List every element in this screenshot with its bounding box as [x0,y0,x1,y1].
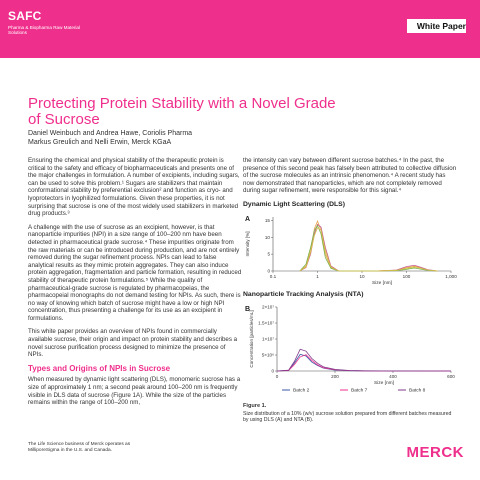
y-tick-label: 1×10⁷ [262,336,274,341]
y-tick-label: 5×10⁶ [262,352,274,357]
author-line-2: Markus Greulich and Nelli Erwin, Merck K… [28,139,172,146]
y-tick-label: 1.5×10⁷ [258,320,274,325]
legend-entry: Batch 7 [351,387,368,393]
safc-logo: SAFC Pharma & Biopharma Raw Material Sol… [8,9,88,35]
y-tick-label: 10 [265,234,271,239]
x-axis-label: Size [nm] [372,280,392,286]
footer-note: The Life Science business of Merck opera… [28,442,131,453]
y-tick-label: 2×10⁷ [262,304,274,309]
series-line [276,348,452,372]
paragraph-overview: This white paper provides an overview of… [28,328,238,359]
figure-caption-label: Figure 1. [243,403,267,410]
legend-entry: Batch 2 [293,387,310,393]
series-line [276,353,452,372]
panel-label: A [245,216,250,223]
right-column: the intensity can vary between different… [243,157,457,424]
series-line [276,353,452,372]
y-tick-label: 15 [265,218,271,223]
x-tick-label: 100 [403,274,411,279]
x-tick-label: 0 [276,374,279,379]
brand-name: SAFC [8,9,42,23]
y-tick-label: 5 [267,251,270,256]
brand-subtitle: Pharma & Biopharma Raw Material Solution… [8,25,80,36]
left-column: Ensuring the chemical and physical stabi… [28,157,242,413]
paragraph-challenge: A challenge with the use of sucrose as a… [28,223,242,322]
x-tick-label: 1,000 [445,274,457,279]
series-line [299,223,438,271]
panel-label: B [245,306,250,313]
x-tick-label: 0.1 [270,274,277,279]
section-heading: Types and Origins of NPIs in Sucrose [28,363,171,373]
x-tick-label: 400 [389,374,397,379]
paragraph-intro: Ensuring the chemical and physical stabi… [28,157,240,218]
x-tick-label: 1 [316,274,319,279]
x-axis-label: Size [nm] [374,380,394,386]
author-line-1: Daniel Weinbuch and Andrea Hawe, Corioli… [28,130,193,137]
x-tick-label: 10 [359,274,365,279]
document-type-label: White Paper [406,19,466,33]
legend-entry: Batch 8 [409,387,426,393]
paragraph-continued: the intensity can vary between different… [243,157,457,195]
y-axis-label: Intensity [%] [245,231,250,256]
series-line [299,219,438,271]
brand-header: SAFC Pharma & Biopharma Raw Material Sol… [0,0,480,58]
nta-figure-title: Nanoparticle Tracking Analysis (NTA) [243,291,364,299]
dls-figure-title: Dynamic Light Scattering (DLS) [243,200,345,208]
author-list: Daniel Weinbuch and Andrea Hawe, Corioli… [28,129,348,147]
x-tick-label: 200 [331,374,339,379]
figure-caption-text: Size distribution of a 10% (w/v) sucrose… [243,410,452,424]
merck-logo: MERCK [406,444,464,461]
y-tick-label: 0 [271,368,274,373]
series-line [299,226,438,271]
y-axis-label: Concentration [particles/mL] [249,310,254,367]
paragraph-dls: When measured by dynamic light scatterin… [28,376,241,407]
paper-title: Protecting Protein Stability with a Nove… [28,95,336,128]
y-tick-label: 0 [267,268,270,273]
dls-chart: A Intensity [%] 0 5 10 15 0.1 1 10 100 1,000 Size [… [245,216,457,286]
series-line [299,224,438,271]
x-tick-label: 600 [447,374,455,379]
